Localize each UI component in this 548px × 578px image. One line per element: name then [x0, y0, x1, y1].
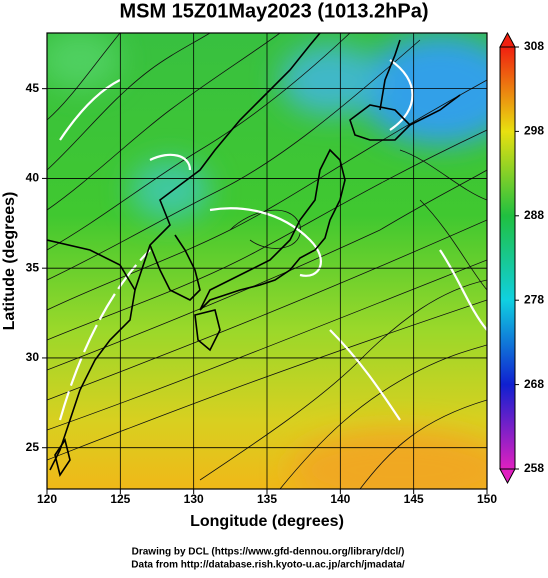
y-tick-label: 30	[26, 350, 40, 364]
coastlines	[47, 33, 461, 477]
grid	[47, 33, 487, 489]
colorbar-tick-label: 298	[524, 124, 544, 138]
x-tick-label: 145	[404, 492, 424, 506]
streamlines	[47, 33, 487, 489]
y-tick-label: 40	[26, 171, 40, 185]
y-axis-label: Latitude (degrees)	[1, 192, 18, 331]
axis-ticks: 120 125 130 135 140 145 150 25 30 35 40 45	[26, 81, 498, 506]
x-tick-label: 130	[184, 492, 204, 506]
colorbar-tick-label: 258	[524, 461, 544, 475]
y-tick-label: 25	[26, 440, 40, 454]
x-tick-label: 135	[257, 492, 277, 506]
colorbar-tick-label: 278	[524, 292, 544, 306]
colorbar-ticks: 258 268 278 288 298 308	[515, 39, 544, 475]
colorbar-tick-label: 288	[524, 208, 544, 222]
credit: Data from http://database.rish.kyoto-u.a…	[131, 560, 405, 571]
x-axis-label: Longitude (degrees)	[190, 513, 344, 530]
credit: Drawing by DCL (https://www.gfd-dennou.o…	[132, 547, 405, 558]
isobars	[58, 59, 487, 421]
title: MSM 15Z01May2023 (1013.2hPa)	[119, 0, 428, 22]
colorbar-tick-label: 268	[524, 377, 544, 391]
x-tick-label: 125	[110, 492, 130, 506]
y-tick-label: 35	[26, 260, 40, 274]
x-tick-label: 140	[330, 492, 350, 506]
x-tick-label: 150	[477, 492, 497, 506]
colorbar-tick-label: 308	[524, 39, 544, 53]
colorbar	[499, 31, 516, 485]
map	[47, 33, 487, 489]
x-tick-label: 120	[37, 492, 57, 506]
y-tick-label: 45	[26, 81, 40, 95]
